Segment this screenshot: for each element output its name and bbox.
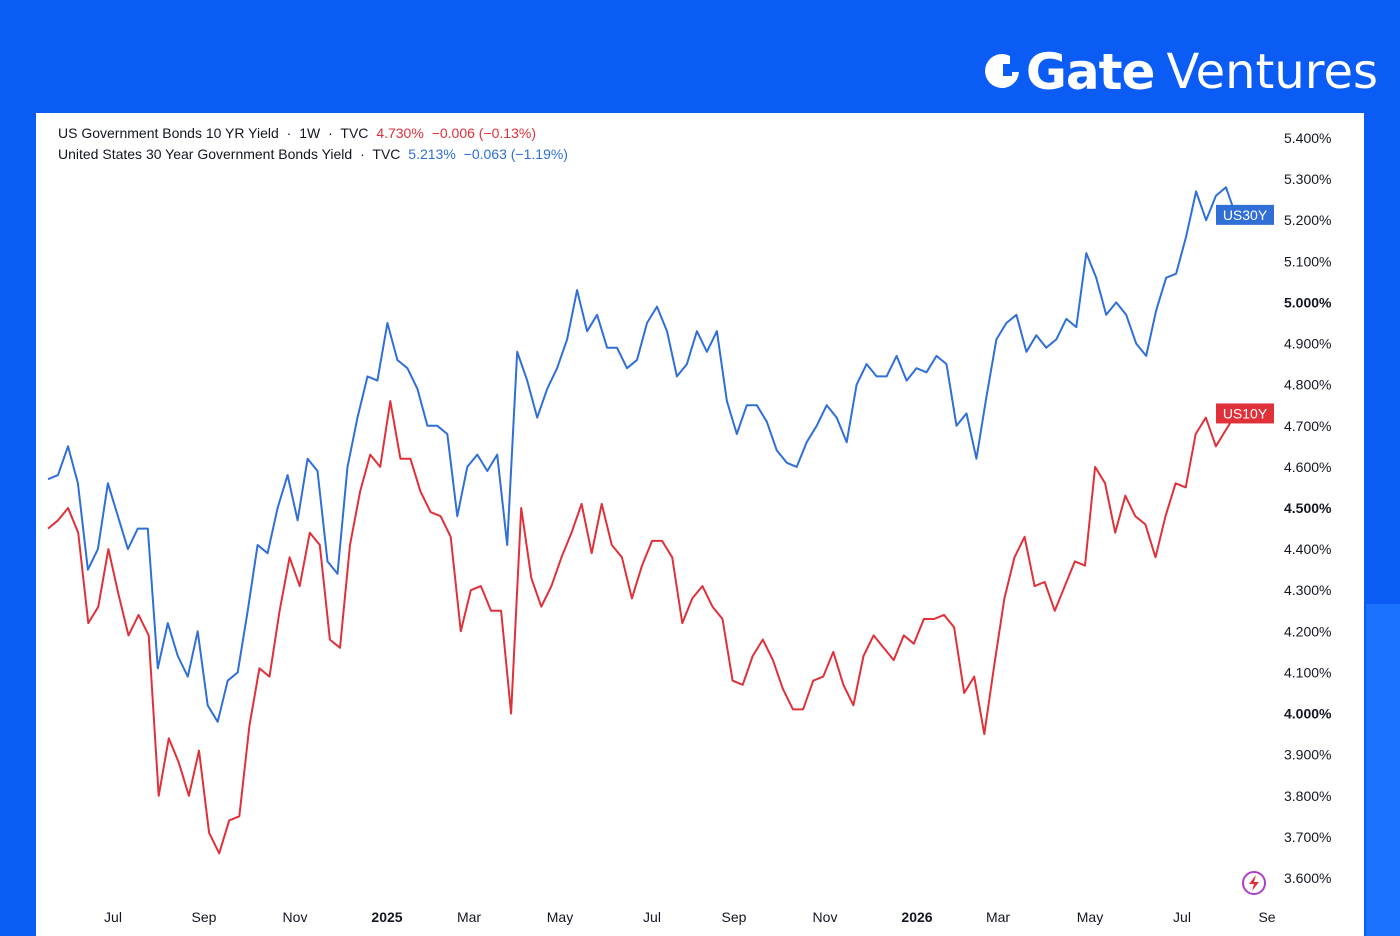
end-label-us10y: US10Y [1216, 403, 1274, 424]
lightning-bolt-icon[interactable] [1241, 870, 1267, 896]
y-tick-label: 4.900% [1284, 336, 1331, 352]
end-label-text: US30Y [1223, 207, 1268, 223]
chart-panel: 5.400% 5.300% 5.200% 5.100% 5.000% 4.900% 4.80… [36, 113, 1364, 936]
end-label-text: US10Y [1223, 405, 1268, 421]
decorative-accent [1366, 604, 1400, 936]
y-tick-label: 5.200% [1284, 212, 1331, 228]
x-tick-label: 2026 [901, 909, 932, 925]
brand-name-light: Ventures [1166, 44, 1378, 100]
x-tick-label: Mar [457, 909, 481, 925]
y-tick-label: 4.700% [1284, 418, 1331, 434]
y-tick-label: 4.400% [1284, 541, 1331, 557]
legend-us10y-interval: 1W [299, 125, 321, 141]
gate-ventures-logo: Gate Ventures [980, 40, 1378, 104]
series-line-us30y [47, 186, 1237, 723]
y-tick-label: 5.300% [1284, 171, 1331, 187]
x-tick-label: Sep [722, 909, 747, 925]
legend-row-us10y[interactable]: US Government Bonds 10 YR Yield · 1W · T… [58, 123, 572, 144]
y-tick-label: 3.800% [1284, 788, 1331, 804]
y-tick-label: 4.100% [1284, 664, 1331, 680]
x-tick-label: Mar [986, 909, 1010, 925]
x-tick-label: Nov [813, 909, 838, 925]
legend-us30y-change: −0.063 (−1.19%) [463, 146, 568, 162]
y-tick-label: 5.100% [1284, 253, 1331, 269]
end-label-box [1216, 204, 1274, 225]
legend-us30y-value: 5.213% [408, 146, 456, 162]
x-tick-label: Nov [283, 909, 308, 925]
legend-us30y-source: TVC [372, 146, 401, 162]
y-tick-label: 4.500% [1284, 500, 1332, 516]
x-tick-label: Jul [643, 909, 661, 925]
x-tick-label: Jul [1173, 909, 1191, 925]
end-label-us30y: US30Y [1216, 204, 1274, 225]
legend-us10y-value: 4.730% [376, 125, 424, 141]
legend-us10y-change: −0.006 (−0.13%) [431, 125, 536, 141]
legend-separator: · [360, 146, 365, 162]
y-tick-label: 3.600% [1284, 870, 1331, 886]
legend-separator: · [286, 125, 292, 141]
yield-chart: 5.400% 5.300% 5.200% 5.100% 5.000% 4.900% 4.80… [47, 130, 1332, 925]
y-tick-label: 3.900% [1284, 747, 1331, 763]
y-tick-label: 4.300% [1284, 582, 1331, 598]
legend-separator: · [328, 125, 333, 141]
series-line-us10y [47, 400, 1237, 855]
gate-logo-icon [984, 54, 1019, 89]
brand-name-bold: Gate [1025, 43, 1156, 101]
y-tick-label: 4.200% [1284, 623, 1331, 639]
end-label-box [1216, 403, 1274, 424]
y-tick-label: 4.000% [1284, 706, 1332, 722]
y-tick-label: 4.800% [1284, 377, 1331, 393]
x-tick-label: Se [1258, 909, 1275, 925]
legend-row-us30y[interactable]: United States 30 Year Government Bonds Y… [58, 144, 572, 165]
y-tick-label: 4.600% [1284, 459, 1331, 475]
legend-us10y-title: US Government Bonds 10 YR Yield [58, 125, 279, 141]
x-tick-label: Jul [104, 909, 122, 925]
y-tick-label: 5.000% [1284, 294, 1332, 310]
y-tick-label: 5.400% [1284, 130, 1331, 146]
y-tick-label: 3.700% [1284, 829, 1331, 845]
x-tick-label: 2025 [371, 909, 402, 925]
legend-us30y-title: United States 30 Year Government Bonds Y… [58, 146, 353, 162]
chart-legend: US Government Bonds 10 YR Yield · 1W · T… [58, 123, 572, 165]
legend-us10y-source: TVC [340, 125, 369, 141]
x-tick-label: May [1077, 909, 1103, 925]
x-tick-label: May [547, 909, 573, 925]
x-tick-label: Sep [192, 909, 217, 925]
